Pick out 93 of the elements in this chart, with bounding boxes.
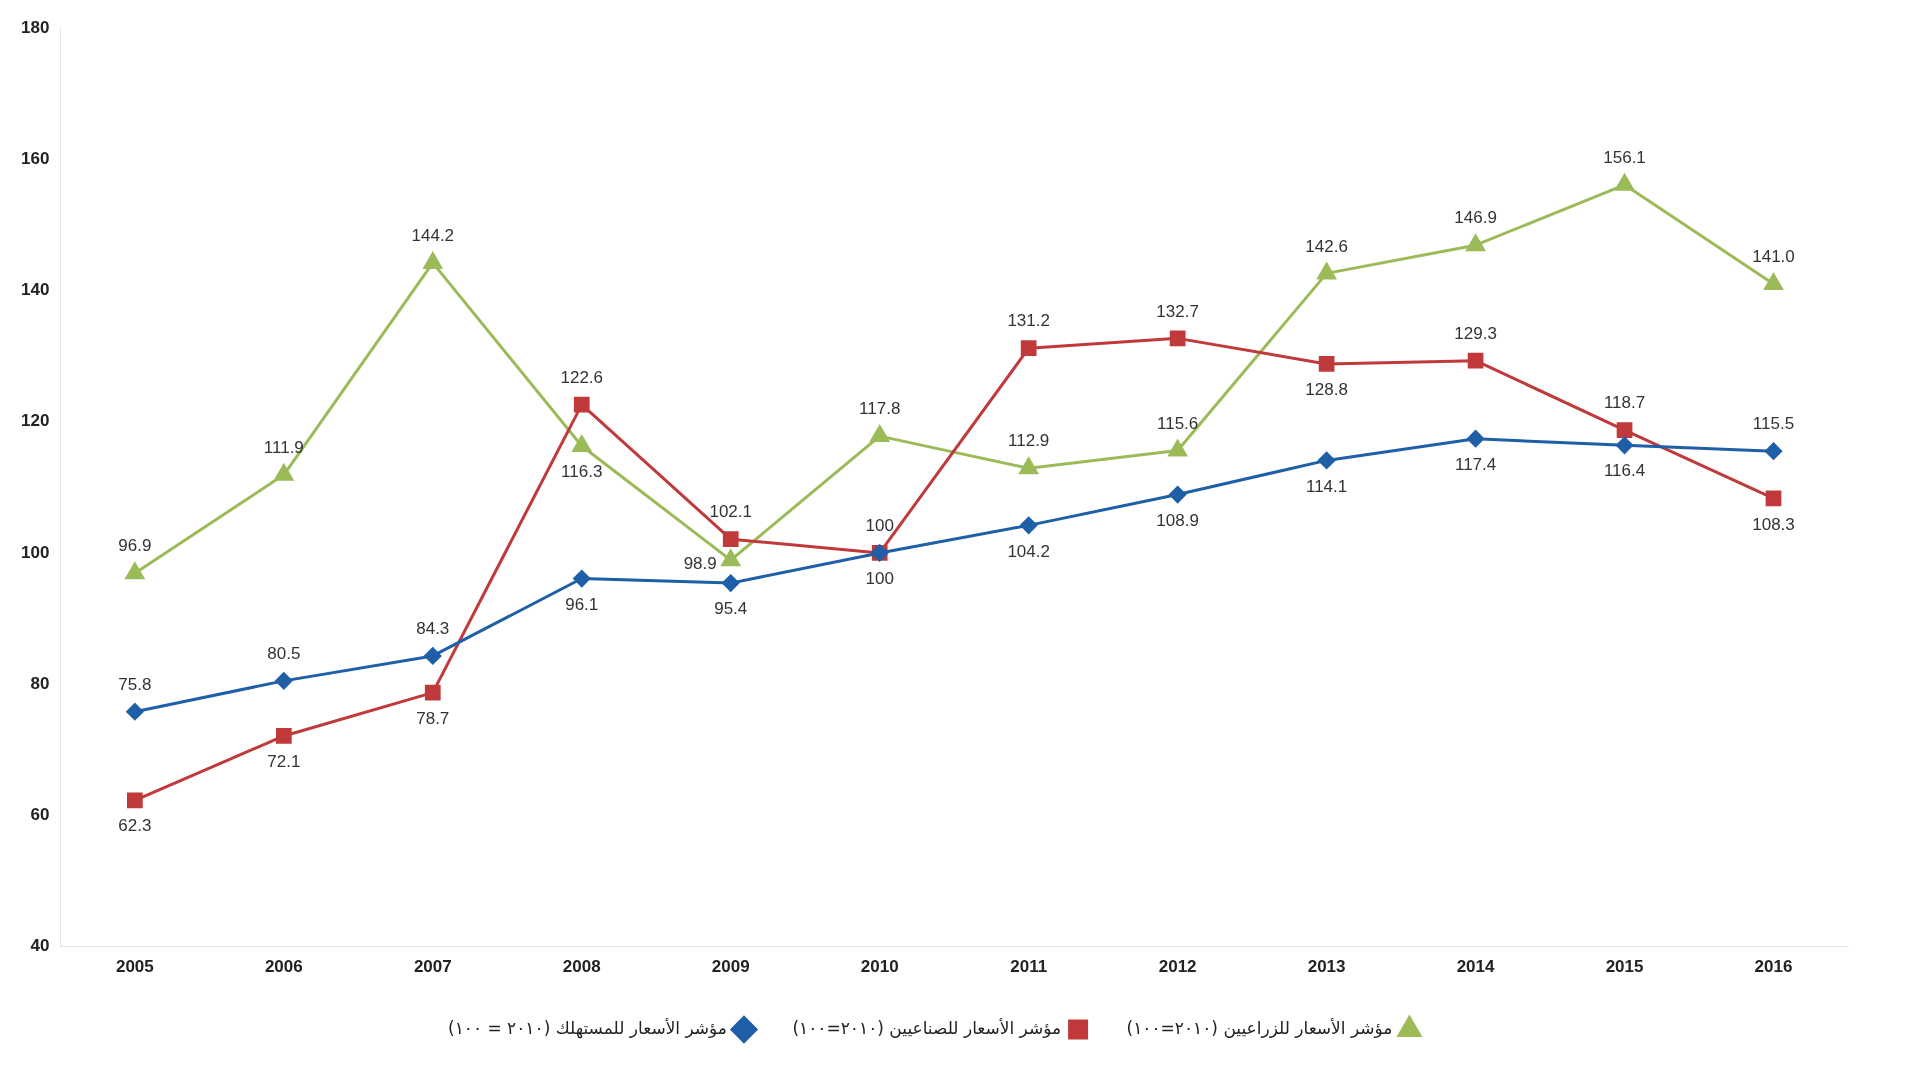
x-tick-label: 2010 [860,957,899,977]
data-label: 132.7 [1156,301,1199,321]
data-label: 117.8 [859,399,901,419]
point [1466,234,1485,252]
y-tick-label: 100 [20,542,50,562]
point [275,672,293,690]
data-label: 84.3 [416,619,450,639]
legend-label: مؤشر الأسعار للصناعيين (٢٠١٠=١٠٠) [792,1017,1062,1038]
data-label: 75.8 [118,674,152,694]
data-label: 115.5 [1752,414,1795,434]
point [721,549,741,567]
data-label: 117.4 [1454,454,1497,474]
data-label: 118.7 [1603,393,1646,413]
data-label: 146.9 [1454,208,1497,228]
y-tick-label: 80 [30,673,50,693]
x-tick-label: 2009 [711,957,750,977]
point [1616,436,1634,454]
data-label: 100 [865,569,894,589]
point [1615,174,1634,191]
point [1467,352,1484,369]
point [126,792,143,809]
data-label: 108.9 [1156,510,1199,530]
data-label: 128.8 [1305,380,1348,400]
data-label: 102.1 [709,502,752,522]
point [573,570,591,587]
x-tick-label: 2014 [1456,957,1496,977]
data-label: 96.9 [118,536,152,556]
data-label: 112.9 [1008,431,1050,451]
point [1318,356,1335,372]
x-tick-label: 2012 [1158,957,1197,977]
x-tick-label: 2016 [1754,957,1793,977]
point [1168,440,1187,457]
data-label: 156.1 [1603,148,1646,168]
data-label: 111.9 [263,438,304,458]
x-tick-label: 2011 [1010,957,1048,977]
y-tick-label: 140 [20,280,50,300]
y-tick-label: 60 [30,805,50,825]
point [870,425,889,443]
data-label: 116.3 [561,462,603,482]
point [722,531,739,547]
point [1169,330,1186,347]
data-label: 142.6 [1305,236,1348,256]
y-tick-label: 160 [20,148,50,168]
data-label: 141.0 [1752,247,1795,267]
data-label: 80.5 [267,644,301,664]
data-label: 78.7 [416,708,450,728]
x-tick-label: 2007 [413,957,452,977]
point [1020,516,1038,534]
data-label: 96.1 [565,594,599,614]
point [275,728,292,744]
point [423,252,443,269]
data-label: 129.3 [1454,323,1497,343]
point [274,464,294,481]
x-tick-label: 2013 [1307,957,1346,977]
x-tick-label: 2008 [562,957,601,977]
point [573,396,590,413]
data-label: 72.1 [267,752,301,772]
x-tick-label: 2015 [1605,957,1644,977]
point [1764,273,1783,290]
point [125,562,145,580]
point [1020,340,1037,357]
data-label: 98.9 [683,553,717,573]
legend-label: مؤشر الأسعار للزراعيين (٢٠١٠=١٠٠) [1126,1017,1393,1038]
point [424,647,442,665]
point [1317,262,1336,280]
data-label: 62.3 [118,816,152,836]
point [1765,442,1783,460]
data-label: 116.4 [1603,461,1646,481]
data-label: 108.3 [1752,514,1795,534]
y-tick-label: 120 [20,411,50,431]
point [722,574,740,592]
y-tick-label: 180 [20,17,50,37]
data-label: 114.1 [1305,476,1348,496]
point [1467,430,1485,448]
y-tick-label: 40 [30,936,50,956]
point [1616,422,1633,439]
legend-label: مؤشر الأسعار للمستهلك (٢٠١٠ = ١٠٠) [448,1017,727,1039]
x-tick-label: 2005 [115,957,154,977]
point [1019,457,1038,475]
data-label: 104.2 [1007,541,1050,561]
point [1318,451,1336,469]
point [572,435,592,452]
point [1765,490,1782,507]
data-label: 122.6 [560,367,604,387]
point [126,703,144,721]
x-tick-label: 2006 [264,957,303,977]
point [424,684,441,701]
data-label: 115.6 [1157,413,1199,433]
data-label: 100 [865,516,894,536]
data-label: 131.2 [1007,311,1050,331]
data-label: 95.4 [714,599,748,619]
data-label: 144.2 [411,226,455,246]
point [1169,486,1187,504]
